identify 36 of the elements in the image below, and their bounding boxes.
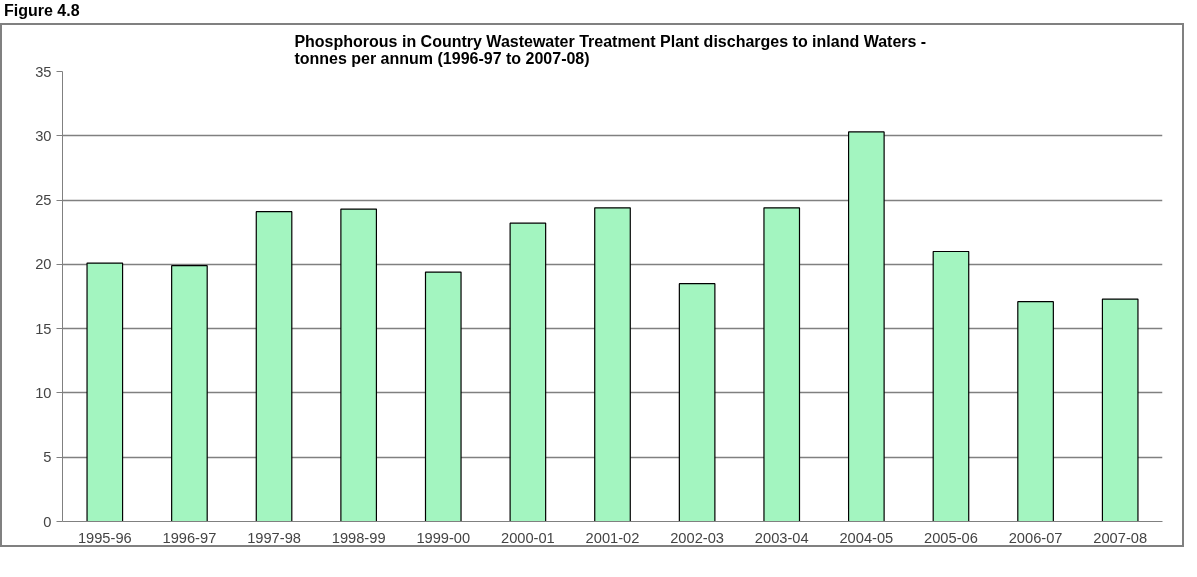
bar xyxy=(340,208,378,522)
bar xyxy=(171,264,208,522)
x-tick-label: 2003-04 xyxy=(754,529,809,546)
x-tick-label: 1998-99 xyxy=(331,529,386,546)
bar xyxy=(1017,300,1054,522)
bar xyxy=(255,210,293,522)
bar xyxy=(763,207,801,522)
x-tick-label: 1999-00 xyxy=(416,529,471,546)
bar xyxy=(678,282,716,522)
bar xyxy=(424,271,462,522)
y-tick-label: 20 xyxy=(35,256,52,273)
bar xyxy=(594,207,631,522)
caption: Figure 4.8 xyxy=(4,1,80,21)
x-tick-label: 2000-01 xyxy=(500,529,555,546)
x-tick-label: 2005-06 xyxy=(924,529,978,546)
x-tick-label: 2006-07 xyxy=(1008,529,1063,546)
x-tick-label: 2002-03 xyxy=(670,529,725,546)
y-tick-label: 10 xyxy=(35,384,52,401)
y-tick-label: 25 xyxy=(35,191,52,208)
y-tick-label: 35 xyxy=(35,63,52,80)
bar xyxy=(1101,298,1139,522)
y-tick-label: 5 xyxy=(43,449,52,466)
bar xyxy=(932,250,970,522)
bar xyxy=(509,222,547,522)
y-tick-label: 0 xyxy=(43,513,52,530)
x-tick-label: 1996-97 xyxy=(162,529,217,546)
bar xyxy=(86,262,124,522)
x-tick-label: 1995-96 xyxy=(77,529,132,546)
x-tick-label: 1997-98 xyxy=(247,529,301,546)
x-tick-label: 2001-02 xyxy=(585,529,640,546)
y-tick-label: 30 xyxy=(35,127,52,144)
chart-title: Phosphorous in Country Wastewater Treatment Plant discharges to inland Waters - tonnes per annum (1996-97 to 2007-08) xyxy=(294,32,927,67)
bar xyxy=(847,131,885,522)
y-tick-label: 15 xyxy=(35,320,52,337)
x-tick-label: 2007-08 xyxy=(1093,529,1148,546)
x-tick-label: 2004-05 xyxy=(839,529,894,546)
